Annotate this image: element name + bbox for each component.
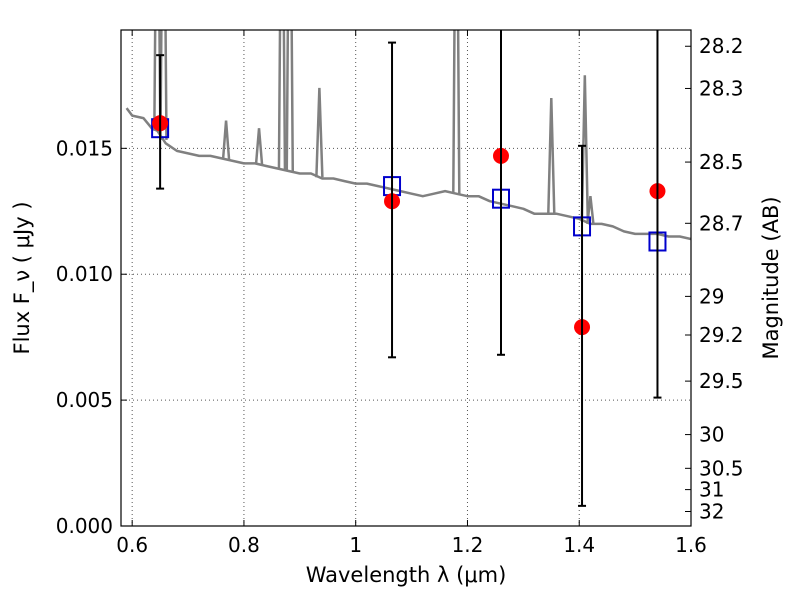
- y-tick-label: 0.005: [56, 388, 113, 412]
- x-axis-label: Wavelength λ (μm): [306, 563, 507, 587]
- x-tick-label: 0.6: [116, 533, 148, 557]
- x-tick-label: 1: [349, 533, 362, 557]
- right-axis-label: Magnitude (AB): [759, 196, 783, 359]
- right-tick-label: 31: [699, 478, 724, 502]
- right-tick-label: 28.2: [699, 34, 744, 58]
- y-tick-label: 0.015: [56, 136, 113, 160]
- right-tick-label: 28.3: [699, 76, 744, 100]
- x-tick-label: 0.8: [228, 533, 260, 557]
- y-axis-ticks: 0.000 0.005 0.010 0.015: [56, 136, 127, 538]
- plot-frame: [120, 29, 692, 527]
- emission-line-spike: [315, 87, 324, 178]
- plot-area: [125, 30, 691, 336]
- x-axis-ticks: 0.6 0.8 1 1.2 1.4 1.6: [116, 30, 707, 557]
- observed-photometry: [152, 115, 666, 336]
- right-tick-label: 28.5: [699, 150, 744, 174]
- y-tick-label: 0.000: [56, 514, 113, 538]
- emission-line-spike: [586, 196, 595, 225]
- y-tick-label: 0.010: [56, 262, 113, 286]
- right-tick-label: 29: [699, 284, 724, 308]
- y-axis-label: Flux F_ν ( μJy ): [10, 201, 35, 354]
- right-tick-label: 30: [699, 423, 724, 447]
- emission-line-spikes: [153, 30, 595, 225]
- emission-line-spike: [285, 30, 295, 172]
- emission-line-spike: [452, 30, 461, 194]
- x-tick-label: 1.4: [563, 533, 595, 557]
- plot-background: [121, 30, 691, 526]
- emission-line-spike: [221, 120, 231, 160]
- error-bars: [156, 30, 662, 507]
- emission-line-spike: [277, 30, 287, 170]
- right-tick-label: 30.5: [699, 456, 744, 480]
- right-tick-label: 32: [699, 500, 724, 524]
- emission-line-spike: [547, 97, 556, 214]
- right-tick-label: 28.7: [699, 211, 744, 235]
- emission-line-spike: [254, 128, 264, 165]
- right-tick-label: 29.5: [699, 369, 744, 393]
- right-tick-label: 29.2: [699, 323, 744, 347]
- x-tick-label: 1.6: [675, 533, 707, 557]
- x-tick-label: 1.2: [452, 533, 484, 557]
